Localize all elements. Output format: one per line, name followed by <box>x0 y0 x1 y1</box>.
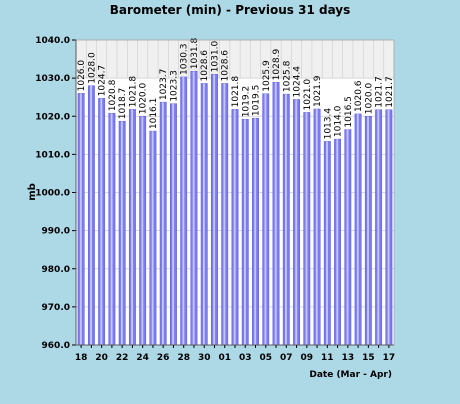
x-tick-label: 20 <box>95 353 108 363</box>
bar-highlight <box>367 116 369 345</box>
y-tick-label: 1010.0 <box>35 150 70 160</box>
data-label: 1020.0 <box>139 82 149 114</box>
data-label: 1019.5 <box>252 85 262 117</box>
bar-highlight <box>79 93 82 345</box>
data-label: 1021.8 <box>128 76 138 108</box>
data-label: 1013.4 <box>323 108 333 140</box>
data-label: 1023.7 <box>159 69 169 101</box>
bar-highlight <box>254 118 257 345</box>
data-label: 1028.6 <box>200 50 210 82</box>
y-tick-label: 990.0 <box>42 227 70 237</box>
bar-highlight <box>120 121 123 345</box>
x-tick-label: 13 <box>342 353 355 363</box>
x-tick-label: 07 <box>280 353 293 363</box>
x-tick-label: 22 <box>116 353 129 363</box>
chart-title: Barometer (min) - Previous 31 days <box>110 3 351 17</box>
bar-highlight <box>213 74 216 345</box>
data-label: 1016.1 <box>149 98 159 130</box>
x-tick-label: 05 <box>260 353 273 363</box>
y-axis-label: mb <box>27 183 38 201</box>
data-label: 1031.8 <box>190 37 200 69</box>
bar-highlight <box>90 85 93 345</box>
bar-highlight <box>336 139 339 345</box>
data-label: 1016.5 <box>344 96 354 128</box>
bar-highlight <box>100 98 103 345</box>
data-label: 1031.0 <box>210 41 220 73</box>
data-label: 1021.8 <box>231 76 241 108</box>
bar-highlight <box>151 131 154 345</box>
y-tick-label: 1020.0 <box>35 112 70 122</box>
x-axis-label: Date (Mar - Apr) <box>309 370 392 380</box>
data-label: 1024.4 <box>293 66 303 98</box>
y-tick-label: 1040.0 <box>35 36 70 46</box>
data-label: 1023.3 <box>169 70 179 102</box>
data-label: 1019.2 <box>241 86 251 118</box>
x-tick-label: 17 <box>383 353 396 363</box>
bar-highlight <box>274 82 277 345</box>
bar-highlight <box>172 103 175 345</box>
data-label: 1028.0 <box>87 52 97 84</box>
bar-highlight <box>223 83 226 346</box>
data-label: 1020.6 <box>354 80 364 112</box>
bar-highlight <box>346 129 349 345</box>
bar-highlight <box>243 119 246 345</box>
plot-area: 960.0970.0980.0990.01000.01010.01020.010… <box>35 36 395 363</box>
x-tick-label: 01 <box>218 353 231 363</box>
x-tick-label: 18 <box>75 353 88 363</box>
x-tick-label: 11 <box>321 353 334 363</box>
bar-highlight <box>387 109 390 345</box>
data-label: 1030.3 <box>180 43 190 75</box>
bar-highlight <box>285 94 287 345</box>
bar-highlight <box>182 76 185 345</box>
x-tick-label: 24 <box>136 353 149 363</box>
data-label: 1025.9 <box>262 60 272 92</box>
y-tick-label: 1030.0 <box>35 74 70 84</box>
y-tick-label: 960.0 <box>42 341 70 351</box>
bar-highlight <box>202 83 205 346</box>
y-tick-label: 980.0 <box>42 265 70 275</box>
data-label: 1028.9 <box>272 49 282 81</box>
bar-highlight <box>192 71 195 345</box>
bar-highlight <box>141 116 144 345</box>
y-tick-label: 970.0 <box>42 303 70 313</box>
data-label: 1021.7 <box>375 76 385 108</box>
x-tick-label: 30 <box>198 353 211 363</box>
data-label: 1025.8 <box>282 60 292 92</box>
y-tick-label: 1000.0 <box>35 189 70 199</box>
bar-highlight <box>356 113 359 346</box>
bar-highlight <box>110 113 113 345</box>
x-tick-label: 28 <box>177 353 190 363</box>
data-label: 1018.7 <box>118 88 128 120</box>
data-label: 1024.7 <box>98 65 108 97</box>
plot-top-band <box>76 40 394 79</box>
data-label: 1014.0 <box>334 105 344 137</box>
x-tick-label: 26 <box>157 353 170 363</box>
x-tick-label: 15 <box>362 353 375 363</box>
data-label: 1021.7 <box>385 76 395 108</box>
x-tick-label: 03 <box>239 353 252 363</box>
data-label: 1021.9 <box>313 75 323 107</box>
bar-highlight <box>233 109 236 345</box>
data-label: 1026.0 <box>77 60 87 92</box>
data-label: 1021.0 <box>303 79 313 111</box>
bar-highlight <box>161 102 164 345</box>
bar-highlight <box>377 109 380 345</box>
x-tick-label: 09 <box>301 353 314 363</box>
bar-highlight <box>305 112 308 345</box>
data-label: 1020.8 <box>108 79 118 111</box>
bar-highlight <box>315 109 318 345</box>
bar-highlight <box>131 109 134 345</box>
data-label: 1020.0 <box>364 82 374 114</box>
data-label: 1028.6 <box>221 50 231 82</box>
bar-highlight <box>326 141 328 345</box>
bar-highlight <box>264 93 267 345</box>
bar-highlight <box>295 99 298 345</box>
